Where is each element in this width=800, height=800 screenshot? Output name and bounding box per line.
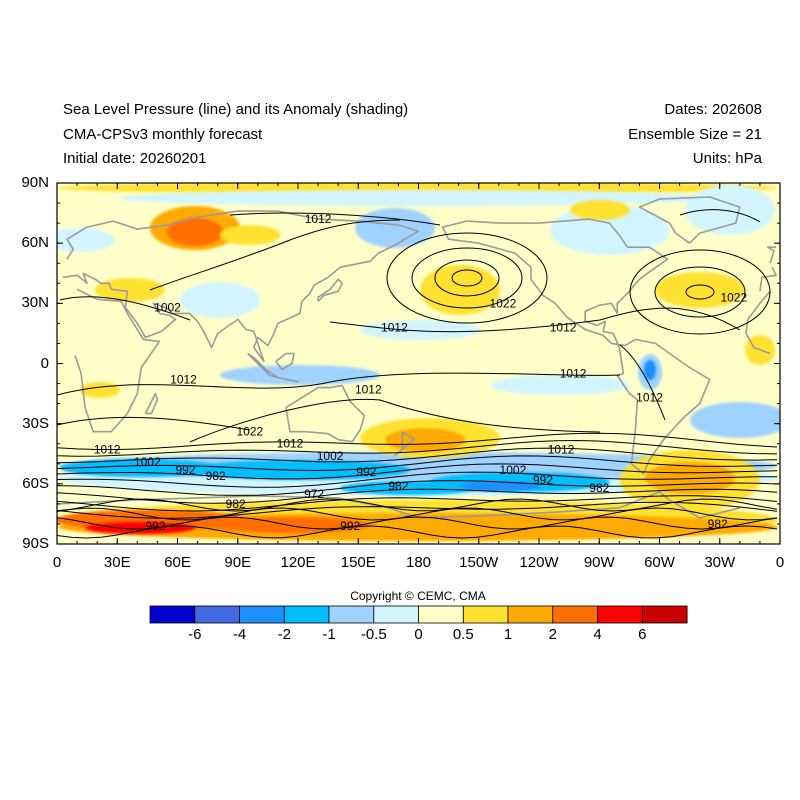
lon-tick-label: 30E (103, 554, 131, 571)
contour-label: 992 (356, 465, 376, 479)
lat-tick-label: 90N (21, 174, 49, 191)
copyright: Copyright © CEMC, CMA (350, 589, 486, 603)
lat-tick-label: 60S (22, 474, 49, 492)
title-line-2: CMA-CPSv3 monthly forecast (63, 126, 263, 143)
colorbar-label: 1 (503, 626, 513, 643)
lon-tick-label: 30W (704, 554, 736, 571)
lon-tick-label: 120W (519, 554, 559, 571)
contour-label: 1012 (305, 212, 332, 226)
contour-label: 1012 (550, 320, 577, 334)
contour-label: 1002 (154, 300, 181, 314)
contour-label: 972 (304, 487, 324, 501)
colorbar-label: 0.5 (452, 626, 474, 643)
colorbar-swatch (373, 605, 419, 624)
title-line-3: Initial date: 20260201 (63, 150, 207, 167)
contour-label: 1002 (134, 455, 161, 469)
lon-tick-label: 180 (405, 554, 432, 571)
contour-label: 992 (175, 463, 195, 477)
contour-label: 992 (533, 473, 553, 487)
title-line-1: Sea Level Pressure (line) and its Anomal… (63, 101, 409, 118)
colorbar-label: -1 (322, 626, 336, 643)
colorbar-label: -2 (277, 626, 291, 643)
contour-label: 982 (388, 479, 408, 493)
colorbar (149, 605, 688, 624)
colorbar-swatch (194, 605, 241, 624)
lat-tick-label: 0 (40, 354, 49, 372)
colorbar-swatch (597, 605, 643, 624)
colorbar-label: 0 (414, 626, 423, 643)
contour-label: 1012 (277, 437, 304, 451)
lat-tick-label: 90S (22, 535, 49, 552)
lon-tick-label: 90W (583, 554, 615, 571)
ensemble-size-label: Ensemble Size = 21 (628, 126, 762, 143)
colorbar-label: 2 (548, 626, 557, 643)
lon-tick-label: 60E (164, 554, 191, 571)
colorbar-swatch (418, 605, 464, 624)
lon-tick-label: 0 (775, 554, 785, 571)
colorbar-swatch (641, 605, 688, 624)
contour-label: 982 (708, 517, 728, 531)
lon-tick-label: 150W (459, 554, 499, 571)
contour-label: 982 (589, 481, 609, 495)
lat-tick-label: 30N (21, 294, 49, 312)
units-label: Units: hPa (692, 150, 762, 167)
contour-label: 1012 (381, 320, 408, 334)
contour-labels: 1012 1002 1012 1022 1012 1022 1012 1012 1012 1012… (94, 212, 748, 533)
colorbar-label: -4 (232, 626, 247, 643)
contour-label: 1022 (720, 290, 747, 304)
colorbar-swatch (552, 605, 598, 624)
contour-label: 1012 (94, 443, 121, 457)
colorbar-swatch (239, 605, 285, 624)
isobar-lines (57, 209, 778, 539)
colorbar-swatch (328, 605, 375, 624)
contour-label: 982 (206, 469, 226, 483)
contour-label: 1002 (317, 449, 344, 463)
lon-tick-label: 150E (340, 554, 376, 571)
colorbar-label: 6 (638, 626, 647, 643)
lon-tick-label: 60W (644, 554, 675, 571)
coastlines (57, 196, 777, 518)
contour-label: 1022 (236, 425, 263, 439)
lon-tick-label: 0 (52, 554, 62, 571)
colorbar-label: -0.5 (360, 626, 387, 643)
contour-label: 982 (226, 497, 246, 511)
colorbar-swatch (149, 605, 196, 624)
contour-label: 1012 (548, 443, 575, 457)
colorbar-swatch (462, 605, 509, 624)
lat-tick-label: 30S (22, 414, 49, 432)
contour-label: 992 (145, 519, 165, 533)
colorbar-swatch (507, 605, 554, 624)
contour-label: 992 (340, 519, 360, 533)
lon-tick-label: 90E (224, 554, 252, 571)
contour-label: 1012 (355, 383, 382, 397)
contour-label: 1012 (560, 367, 587, 381)
contour-label: 1022 (490, 296, 517, 310)
colorbar-label: 4 (593, 626, 602, 643)
contour-label: 1002 (500, 463, 527, 477)
colorbar-swatch (283, 605, 330, 624)
lat-tick-label: 60N (21, 234, 49, 252)
contour-label: 1012 (636, 391, 663, 405)
lon-tick-label: 120E (280, 554, 316, 571)
colorbar-label: -6 (188, 626, 202, 643)
dates-label: Dates: 202608 (664, 101, 762, 118)
contour-label: 1012 (170, 373, 197, 387)
